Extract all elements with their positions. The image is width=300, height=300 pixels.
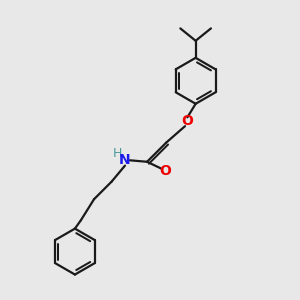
Text: O: O	[182, 114, 193, 128]
Text: H: H	[113, 147, 122, 160]
Text: O: O	[159, 164, 171, 178]
Text: N: N	[119, 153, 131, 167]
